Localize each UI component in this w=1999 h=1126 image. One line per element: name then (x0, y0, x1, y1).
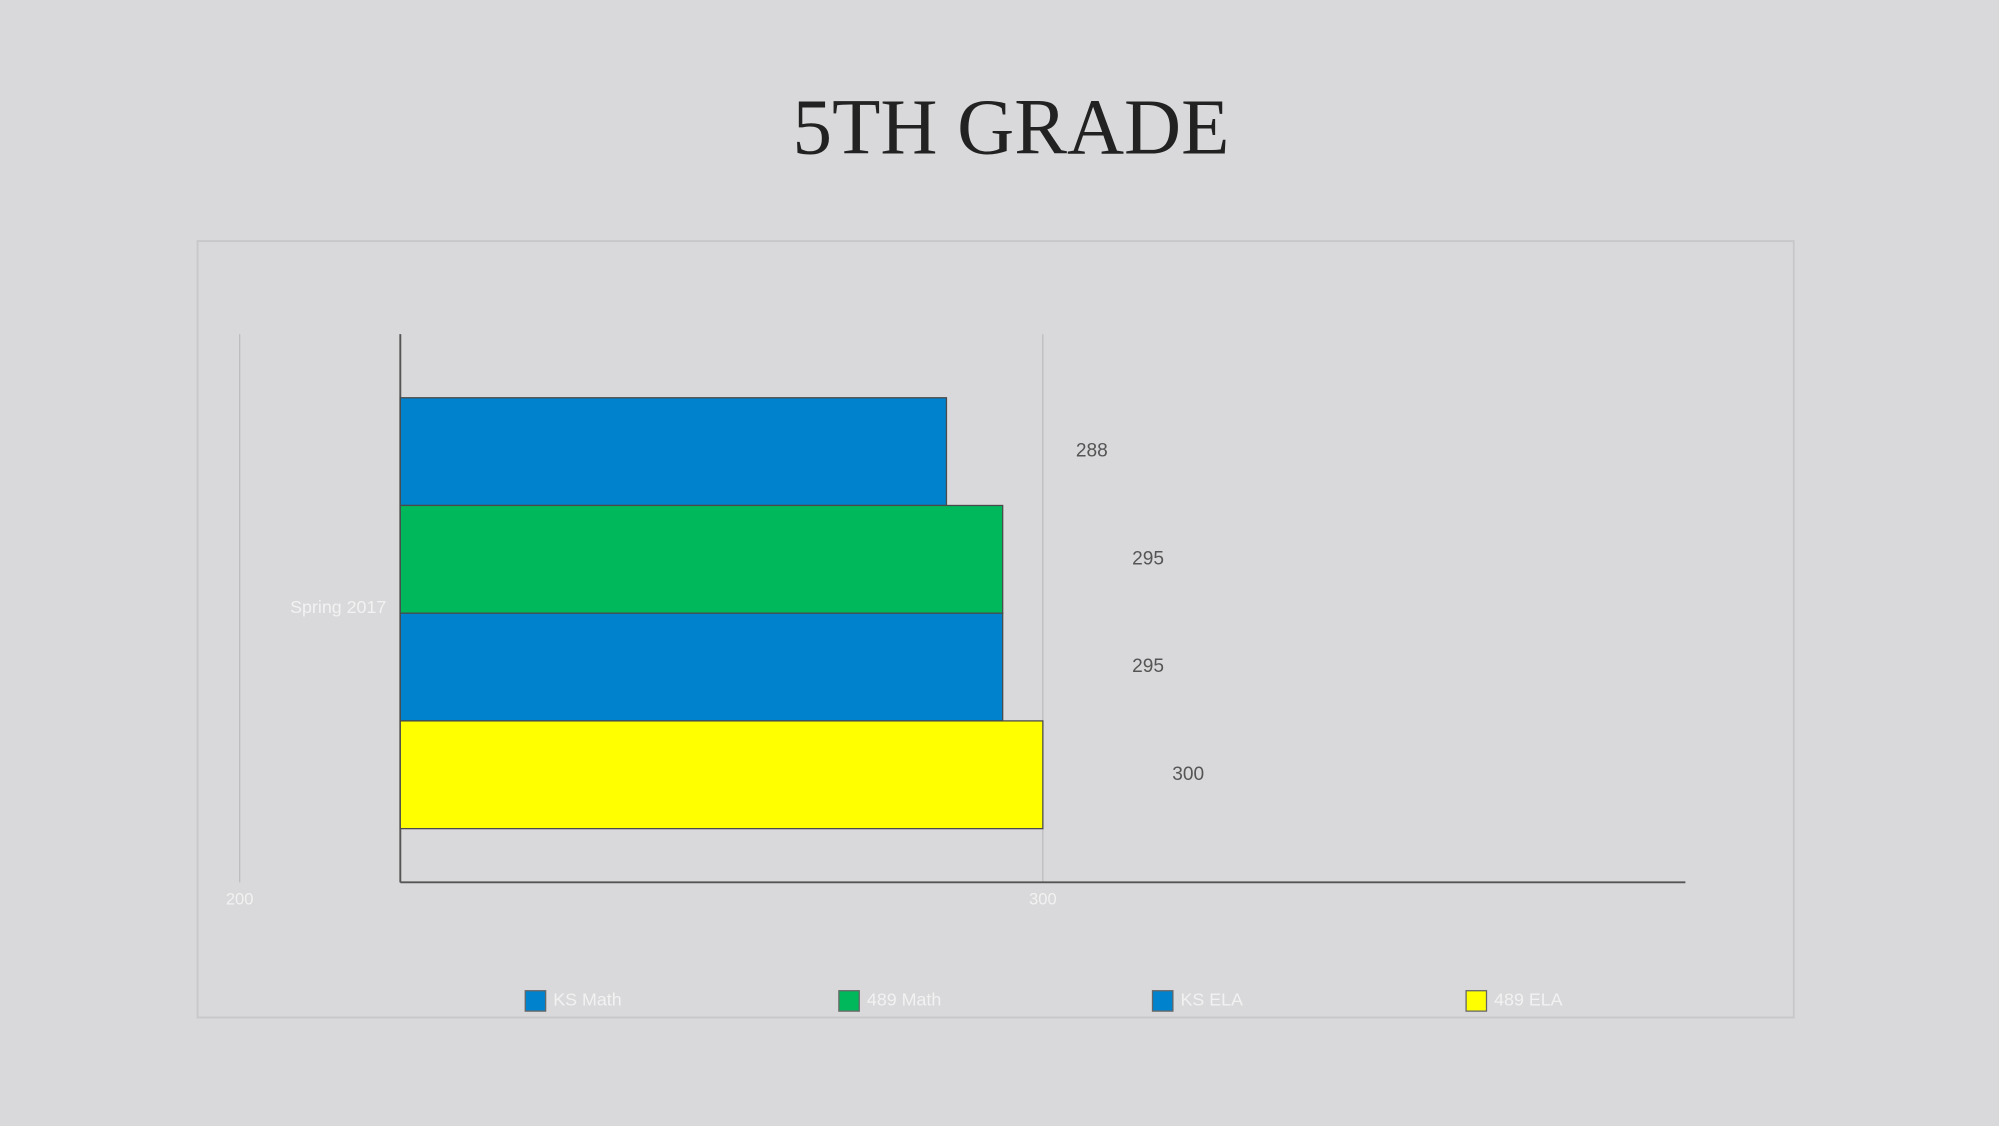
chart-frame (196, 240, 1795, 1019)
legend-swatch (524, 990, 547, 1012)
bar (399, 504, 1004, 614)
bar (399, 612, 1004, 722)
legend-swatch (1151, 990, 1174, 1012)
legend-swatch (1465, 990, 1488, 1012)
data-label: 295 (1132, 656, 1164, 677)
data-label: 300 (1172, 764, 1204, 785)
chart-title: 5TH GRADE (793, 84, 1230, 171)
bar (399, 397, 948, 507)
y-tick-label: Spring 2017 (290, 597, 386, 617)
data-label: 295 (1132, 548, 1164, 569)
bar (399, 720, 1044, 830)
legend-swatch (838, 990, 860, 1012)
data-label: 288 (1076, 441, 1108, 462)
x-tick-label: 300 (1029, 890, 1057, 909)
legend-label: KS Math (553, 990, 621, 1010)
legend-label: KS ELA (1181, 990, 1244, 1010)
legend-label: 489 ELA (1494, 990, 1563, 1010)
x-tick-label: 200 (226, 890, 254, 909)
legend-label: 489 Math (867, 990, 941, 1010)
